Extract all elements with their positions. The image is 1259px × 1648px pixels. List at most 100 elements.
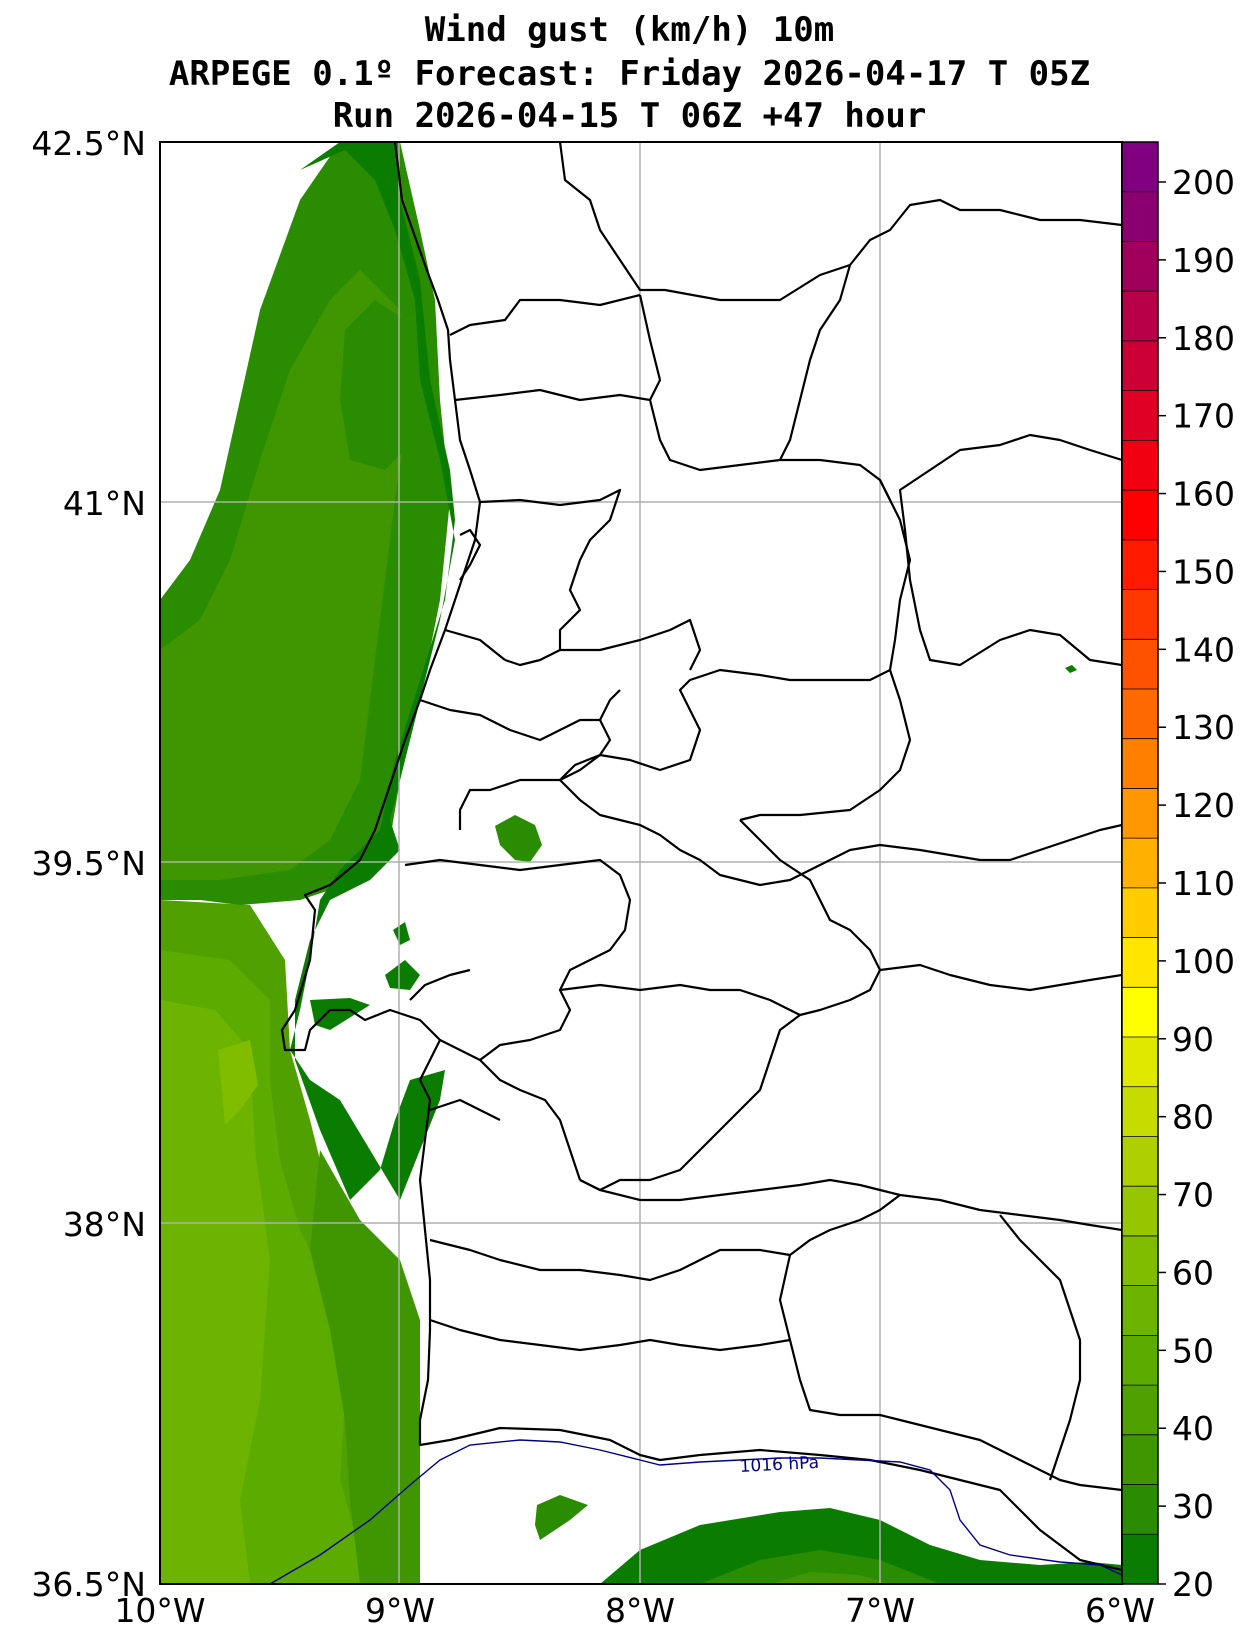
district-line-7 (560, 618, 702, 671)
colorbar-label: 30 (1172, 1487, 1214, 1526)
district-line-17 (879, 963, 1122, 992)
lon-label-9w: 9°W (365, 1591, 435, 1630)
colorbar: 200 190 180 170 160 150 140 130 120 110 100 90 80 70 6… (1121, 141, 1235, 1604)
colorbar-label: 160 (1172, 475, 1235, 514)
gust-band-30-35-south-coast (310, 1150, 420, 1584)
colorbar-segment (1122, 191, 1158, 242)
colorbar-segment (1122, 887, 1158, 939)
district-line-11 (739, 669, 912, 822)
colorbar-label: 80 (1172, 1098, 1214, 1137)
gust-band-20-25-coast (290, 142, 455, 1200)
gust-patch-offshore-south (535, 1495, 588, 1540)
lon-label-10w: 10°W (114, 1591, 205, 1630)
colorbar-label: 100 (1172, 942, 1235, 981)
lon-label-8w: 8°W (605, 1591, 675, 1630)
lat-label-42-5: 42.5°N (31, 124, 146, 163)
longitude-labels: 10°W 9°W 8°W 7°W 6°W (114, 1591, 1155, 1630)
colorbar-segment (1122, 1037, 1158, 1088)
gust-band-25-30-inner (340, 300, 415, 470)
colorbar-segment (1122, 987, 1158, 1038)
colorbar-segment (1122, 1186, 1158, 1237)
latitude-labels: 42.5°N 41°N 39.5°N 38°N 36.5°N (31, 124, 146, 1604)
colorbar-segment (1122, 838, 1158, 889)
gust-patch-east (1065, 665, 1077, 673)
district-line-9 (419, 698, 612, 830)
gust-patch-estuary-2 (393, 922, 410, 945)
colorbar-labels: 200 190 180 170 160 150 140 130 120 110 100 90 80 70 6… (1158, 163, 1235, 1604)
colorbar-frame (1121, 141, 1159, 1585)
colorbar-label: 20 (1172, 1565, 1214, 1604)
gust-band-45-50 (160, 1000, 270, 1584)
district-line-19 (429, 1194, 901, 1282)
district-line-4 (779, 264, 852, 461)
colorbar-segment (1122, 1484, 1158, 1535)
district-line-15 (559, 983, 801, 1016)
colorbar-segment (1122, 639, 1158, 690)
district-line-2 (454, 388, 891, 501)
gust-band-20-25-south (600, 1508, 1122, 1584)
district-line-16 (439, 1039, 582, 1181)
coastline (280, 142, 1122, 1572)
spain-border (558, 142, 1122, 302)
district-line-3 (638, 294, 662, 401)
colorbar-label: 40 (1172, 1409, 1214, 1448)
district-line-22 (999, 1214, 1082, 1481)
colorbar-segment (1122, 1285, 1158, 1336)
lat-label-39-5: 39.5°N (31, 844, 146, 883)
colorbar-segments (1122, 142, 1158, 1585)
colorbar-segment (1122, 688, 1158, 740)
lon-label-7w: 7°W (845, 1591, 915, 1630)
chart-title-line3: Run 2026-04-15 T 06Z +47 hour (332, 96, 927, 136)
colorbar-segment (1122, 1086, 1158, 1137)
district-line-10 (599, 689, 621, 721)
district-line-18 (579, 1178, 1122, 1232)
district-line-20 (429, 1318, 791, 1352)
colorbar-label: 130 (1172, 708, 1235, 747)
district-line-14 (404, 858, 632, 1061)
gust-band-30-35-south (770, 1572, 890, 1584)
district-line-12 (559, 779, 1122, 887)
isobar-line (269, 1439, 1122, 1584)
colorbar-segment (1122, 340, 1158, 392)
chart-title-line2: ARPEGE 0.1º Forecast: Friday 2026-04-17 … (168, 54, 1091, 94)
colorbar-segment (1122, 490, 1158, 541)
border-portugal-east (898, 433, 1122, 667)
district-line-6 (479, 488, 622, 667)
district-line-13 (579, 819, 882, 1192)
gust-patch-lisbon-north (310, 998, 370, 1030)
colorbar-segment (1122, 440, 1158, 491)
estuary-tagus (409, 968, 471, 1001)
colorbar-label: 50 (1172, 1331, 1214, 1370)
colorbar-segment (1122, 291, 1158, 342)
colorbar-segment (1122, 1534, 1158, 1585)
map-panel: 1016 hPa (159, 141, 1123, 1585)
colorbar-segment (1122, 589, 1158, 640)
lat-label-38: 38°N (63, 1205, 146, 1244)
gust-patch-estuary (385, 960, 420, 990)
colorbar-label: 180 (1172, 319, 1235, 358)
colorbar-segment (1122, 241, 1158, 292)
colorbar-label: 60 (1172, 1253, 1214, 1292)
lat-label-41: 41°N (63, 484, 146, 523)
colorbar-label: 190 (1172, 241, 1235, 280)
district-line-1 (449, 293, 641, 336)
colorbar-segment (1122, 1136, 1158, 1187)
colorbar-segment (1122, 1235, 1158, 1287)
colorbar-label: 200 (1172, 163, 1235, 202)
colorbar-label: 110 (1172, 864, 1235, 903)
colorbar-label: 170 (1172, 397, 1235, 436)
lon-label-6w: 6°W (1085, 1591, 1155, 1630)
colorbar-label: 70 (1172, 1176, 1214, 1215)
colorbar-label: 140 (1172, 630, 1235, 669)
district-line-8 (444, 628, 506, 661)
colorbar-segment (1122, 1434, 1158, 1486)
lat-label-36-5: 36.5°N (31, 1565, 146, 1604)
colorbar-label: 120 (1172, 786, 1235, 825)
colorbar-segment (1122, 738, 1158, 789)
colorbar-segment (1122, 142, 1158, 193)
colorbar-label: 150 (1172, 552, 1235, 591)
colorbar-segment (1122, 937, 1158, 988)
colorbar-segment (1122, 539, 1158, 591)
colorbar-segment (1122, 1335, 1158, 1386)
